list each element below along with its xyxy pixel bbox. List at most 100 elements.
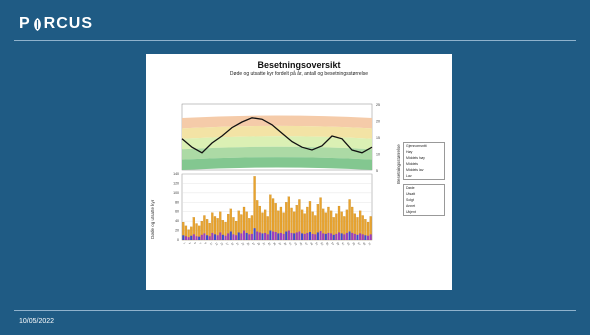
x-tick-label: 7 [198,242,202,246]
x-tick-label: 1 [182,242,186,246]
bar-died [274,231,277,240]
legend-item: Utsatt [406,192,416,196]
chart-subtitle: Døde og utsatte kyr fordelt på år, antal… [229,71,369,77]
bar-died [203,233,206,240]
bar-died [206,235,209,240]
bar-died [221,234,224,240]
x-tick-label: 61 [341,242,346,247]
bar-died [287,230,290,240]
bar-died [361,234,364,240]
bar-died [237,232,240,240]
x-tick-label: 9 [204,242,208,246]
bar-died [258,232,261,240]
bar-died [227,233,230,240]
x-tick-label: 55 [325,242,330,247]
bar-died [351,232,354,240]
x-tick-label: 35 [272,242,277,247]
tick-label: 5 [376,169,378,173]
logo-text-p: P [19,15,31,32]
x-tick-label: 57 [330,242,335,247]
bar-died [364,235,367,240]
bar-died [229,231,232,240]
x-tick-label: 65 [351,242,356,247]
bar-died [224,235,227,240]
x-tick-label: 69 [362,242,367,247]
x-tick-label: 45 [299,242,304,247]
bar-died [340,233,343,240]
x-tick-label: 13 [214,242,219,247]
legend-bottom: Døde Utsatt Solgt Annet Ukjent [403,184,445,216]
bar-died [337,232,341,240]
bar-died [322,233,325,240]
bar-died [314,234,317,240]
bar-died [187,237,190,240]
bar-died [356,234,359,240]
x-tick-label: 51 [314,242,319,247]
bar-died [277,233,280,240]
bar-died [208,236,211,240]
legend-item: Gjennomsnitt [406,144,427,148]
bar-died [182,235,185,240]
bar-died [279,232,282,240]
bar-died [332,234,335,240]
tick-label: 25 [376,103,380,107]
x-tick-label: 11 [209,242,214,247]
band-2 [182,136,372,150]
x-tick-label: 63 [346,242,351,247]
x-tick-label: 25 [246,242,251,247]
logo-leaf-icon [32,17,43,31]
bar-died [306,232,309,240]
tick-label: 60 [175,210,179,214]
x-tick-label: 31 [262,242,267,247]
tick-label: 80 [175,200,179,204]
legend-item: Middels høy [406,156,425,160]
bar-died [282,233,285,240]
bar-died [367,235,370,240]
bar-died [256,231,259,240]
bar-died [245,232,248,240]
bar-died [335,233,338,240]
x-tick-label: 29 [256,242,261,247]
legend-item: Annet [406,204,416,208]
x-tick-label: 67 [357,242,362,247]
bar-died [190,235,193,240]
bar-died [250,233,253,240]
bar-died [311,233,314,240]
bar-died [353,233,356,240]
x-tick-label: 71 [367,242,372,247]
bar-died [242,230,246,240]
bar-died [343,234,346,240]
porcus-logo: P RCUS [19,15,93,33]
legend-top: Gjennomsnitt Høy Middels høy Middels Mid… [403,142,445,180]
x-tick-label: 49 [309,242,314,247]
bar-died [232,234,235,240]
bar-died [264,232,267,240]
average-line [181,117,373,154]
legend-item: Lav [406,174,412,178]
legend-item: Middels [406,162,419,166]
tick-label: 100 [173,191,179,195]
bar-died [369,234,372,240]
tick-label: 120 [173,181,179,185]
bar-died [192,234,195,240]
x-tick-label: 53 [320,242,325,247]
legend-item: Solgt [406,198,414,202]
footer-divider [14,310,576,311]
footer-date: 10/05/2022 [19,318,55,325]
bar-died [295,232,298,240]
legend-item: Ukjent [406,210,416,214]
bar-died [327,232,330,240]
band-4 [182,157,372,170]
x-tick-label: 59 [336,242,341,247]
chart-figure: Besetningsoversikt Døde og utsatte kyr f… [146,54,452,290]
bar-died [359,233,362,240]
tick-label: 40 [175,219,179,223]
bar-died [308,231,312,240]
bar-died [345,232,348,240]
bar-died [303,233,306,240]
legend-item: Middels lav [406,168,424,172]
x-tick-label: 3 [188,242,192,246]
